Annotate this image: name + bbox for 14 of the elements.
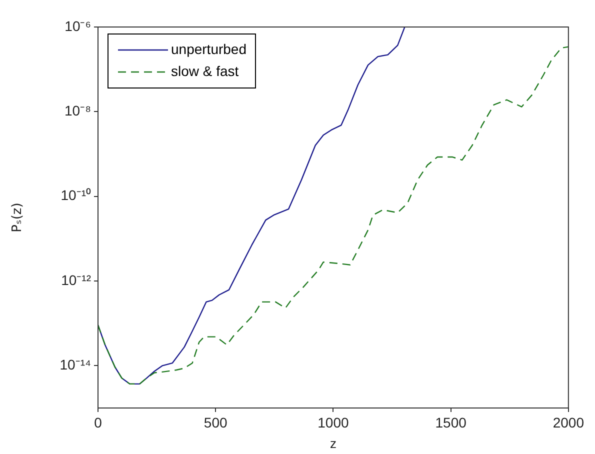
y-tick-label: 10⁻¹² <box>61 272 92 288</box>
x-tick-label: 1500 <box>435 414 467 430</box>
x-tick-label: 2000 <box>552 414 584 430</box>
y-axis-title: Pₛ(z) <box>10 202 26 232</box>
x-tick-label: 1000 <box>318 414 349 430</box>
y-tick-label: 10⁻¹⁴ <box>60 356 91 373</box>
y-tick-label: 10⁻¹⁰ <box>60 187 91 204</box>
y-tick-label: 10⁻⁸ <box>64 102 92 119</box>
legend-label: unperturbed <box>171 40 247 57</box>
legend-label: slow & fast <box>171 62 239 79</box>
y-tick-label: 10⁻⁶ <box>64 18 91 34</box>
x-tick-label: 0 <box>94 414 102 430</box>
x-tick-label: 500 <box>204 414 228 430</box>
x-axis-title: z <box>330 436 336 451</box>
